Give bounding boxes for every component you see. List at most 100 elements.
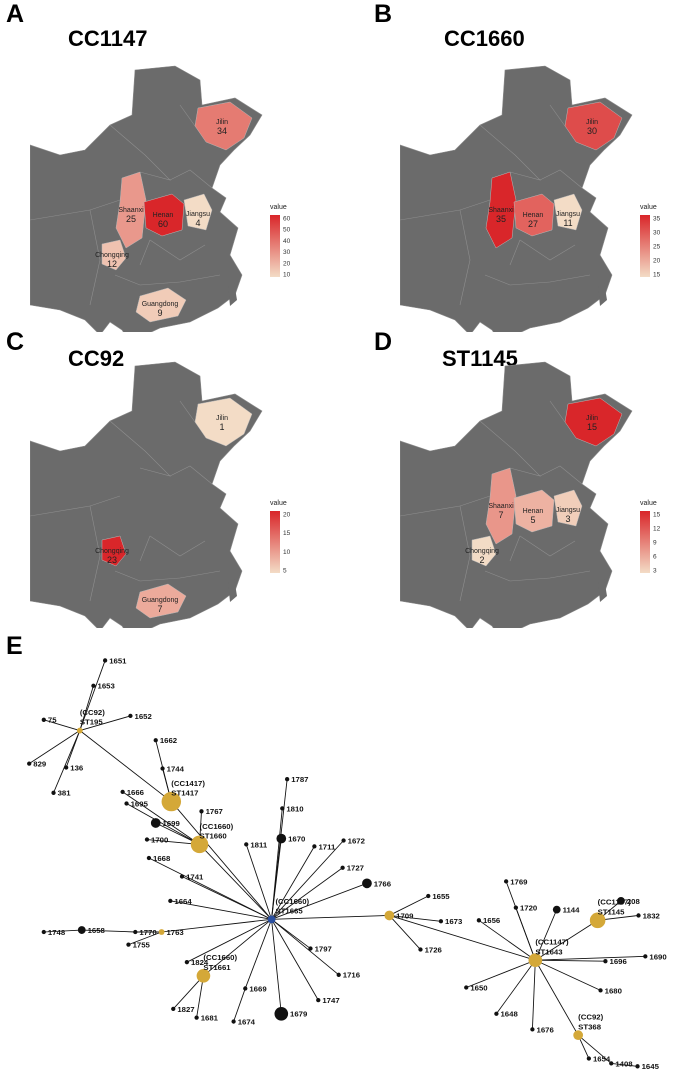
province-guangdong — [135, 287, 187, 323]
node-label: 1770 — [139, 928, 156, 937]
node-label: 1811 — [250, 840, 268, 849]
tree-edge — [577, 1034, 612, 1064]
node-label: 1664 — [174, 897, 192, 906]
legend-tick-label: 30 — [283, 249, 291, 256]
tree-edge — [79, 730, 172, 802]
tree-edge — [611, 1062, 638, 1067]
tree-edge — [271, 840, 344, 920]
st-node-1827 — [171, 1006, 176, 1012]
legend-title: value — [270, 204, 287, 211]
taiwan-shape — [598, 578, 607, 602]
tree-edge — [170, 801, 272, 920]
legend-tick-label: 15 — [653, 272, 661, 279]
taiwan-shape — [598, 282, 607, 306]
node-label: 1690 — [649, 952, 666, 961]
node-label: (CC1660) ST1660 — [200, 822, 234, 841]
node-label: 136 — [70, 763, 84, 772]
tree-edge — [128, 931, 162, 946]
node-label: 1669 — [249, 984, 267, 993]
node-label: 208 — [627, 897, 641, 906]
st-node-1666 — [120, 789, 125, 794]
node-label: (CC1660) ST1665 — [275, 897, 309, 916]
node-label: 1827 — [177, 1005, 194, 1014]
node-label: 1700 — [151, 835, 168, 844]
node-label: 1727 — [347, 864, 364, 873]
province-value-label: 15 — [587, 422, 597, 432]
tree-edge — [535, 919, 598, 961]
node-label: 1709 — [396, 911, 414, 920]
node-label: 1755 — [133, 941, 151, 950]
st-node-1727 — [340, 865, 345, 870]
legend-tick-label: 35 — [653, 216, 661, 223]
tree-edge — [534, 909, 558, 961]
node-label: 1658 — [88, 926, 106, 935]
tree-edge — [535, 959, 606, 962]
province-border — [179, 104, 196, 127]
st-node-ST1665 — [267, 915, 276, 924]
node-label: 1654 — [593, 1054, 611, 1063]
st-node-1690 — [643, 954, 648, 959]
tree-edge — [79, 715, 131, 731]
st-node-1408 — [609, 1061, 614, 1066]
st-node-1810 — [280, 806, 285, 811]
st-node-1747 — [316, 997, 321, 1003]
tree-edge — [186, 918, 272, 963]
tree-edge — [271, 846, 315, 920]
tree-edge — [181, 876, 272, 920]
tree-edge — [515, 907, 536, 961]
node-label: 1763 — [166, 928, 184, 937]
province-name-label: Guangdong — [142, 597, 179, 604]
st-node-1654 — [586, 1056, 592, 1061]
node-label: 1787 — [291, 775, 308, 784]
st-node-ST1661 — [196, 968, 211, 983]
st-node-ST368 — [573, 1030, 584, 1041]
tree-edge — [271, 918, 311, 949]
panel-letter-b: B — [374, 0, 393, 28]
tree-edge — [79, 660, 106, 731]
st-node-1652 — [128, 713, 133, 719]
province-border — [149, 239, 206, 261]
province-jiangsu — [553, 489, 583, 527]
st-node-1648 — [494, 1011, 499, 1016]
province-border — [459, 209, 471, 306]
tree-edge — [478, 919, 536, 961]
province-border — [139, 154, 172, 181]
tree-edge — [43, 719, 80, 731]
node-label: 829 — [33, 760, 47, 769]
province-value-label: 25 — [126, 214, 136, 224]
st-node-1668 — [146, 855, 152, 861]
st-node-1763 — [158, 929, 165, 935]
st-node-136 — [64, 765, 69, 770]
st-node-1673 — [438, 919, 444, 924]
province-border — [149, 535, 206, 557]
node-label: 1656 — [483, 916, 501, 925]
legend-title: value — [640, 204, 657, 211]
node-label: 1726 — [425, 945, 443, 954]
tree-edge — [28, 730, 81, 764]
st-node-ST1145 — [589, 912, 606, 929]
st-node-75 — [41, 717, 46, 722]
node-label: 1666 — [127, 788, 145, 797]
province-border — [539, 169, 583, 189]
province-border — [459, 505, 471, 602]
province-value-label: 35 — [496, 214, 506, 224]
node-label: 75 — [48, 716, 57, 725]
node-label: (CC1147) ST1145 — [598, 898, 632, 917]
province-border — [484, 274, 591, 286]
tree-edge — [53, 730, 81, 793]
province-name-label: Guangdong — [142, 301, 179, 308]
province-border — [549, 400, 566, 423]
legend-tick-label: 12 — [653, 526, 661, 533]
province-value-label: 5 — [530, 515, 535, 525]
province-value-label: 11 — [563, 218, 572, 228]
tree-edge — [271, 838, 282, 920]
tree-edge — [389, 915, 536, 961]
node-label: 1645 — [642, 1062, 660, 1071]
node-label: 1673 — [445, 917, 463, 926]
legend-title: value — [270, 500, 287, 507]
province-name-label: Shaanxi — [488, 503, 514, 510]
province-border — [109, 420, 146, 452]
node-label: 1769 — [510, 877, 528, 886]
st-node-1696 — [603, 959, 608, 964]
